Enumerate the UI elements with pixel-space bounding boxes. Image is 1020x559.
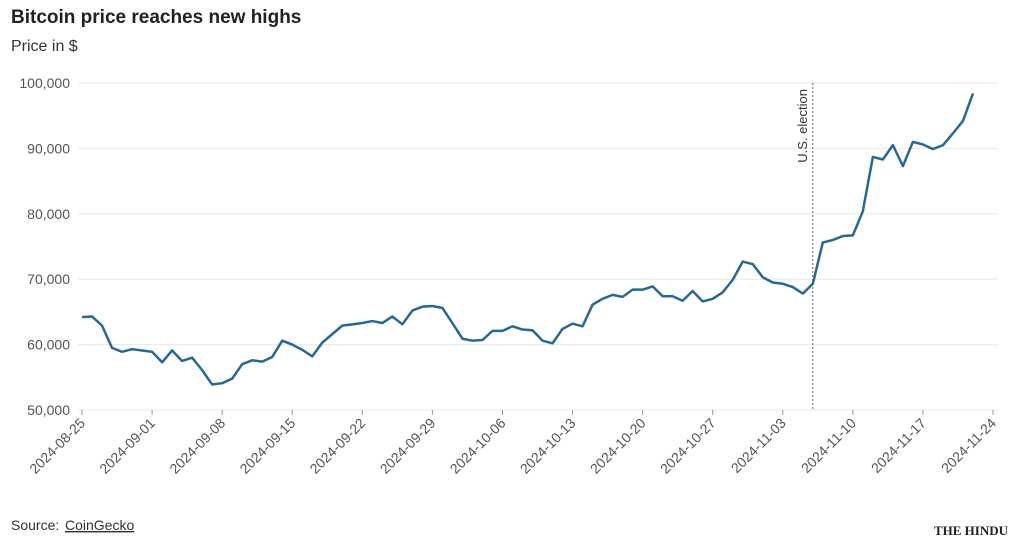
x-tick-label: 2024-09-15 bbox=[236, 415, 298, 477]
x-tick-label: 2024-11-17 bbox=[868, 415, 929, 476]
x-tick-label: 2024-11-10 bbox=[798, 415, 859, 476]
price-line bbox=[81, 93, 975, 386]
chart-title: Bitcoin price reaches new highs bbox=[11, 7, 301, 28]
y-tick-label: 70,000 bbox=[27, 271, 70, 287]
y-tick-label: 100,000 bbox=[19, 75, 70, 91]
x-tick-label: 2024-11-03 bbox=[728, 415, 789, 476]
publisher-logo: THE HINDU bbox=[934, 523, 1009, 538]
x-tick-label: 2024-09-08 bbox=[166, 415, 228, 477]
x-tick-label: 2024-10-06 bbox=[447, 415, 509, 477]
x-tick-label: 2024-09-01 bbox=[96, 415, 158, 477]
chart-subtitle: Price in $ bbox=[11, 38, 78, 55]
y-tick-label: 60,000 bbox=[27, 337, 70, 353]
x-tick-label: 2024-10-13 bbox=[517, 415, 579, 477]
x-tick-label: 2024-09-22 bbox=[306, 415, 368, 477]
y-tick-label: 90,000 bbox=[27, 140, 70, 156]
y-tick-label: 50,000 bbox=[27, 402, 70, 418]
x-tick-label: 2024-09-29 bbox=[377, 415, 439, 477]
x-tick-label: 2024-08-25 bbox=[26, 415, 88, 477]
x-tick-label: 2024-10-20 bbox=[587, 415, 649, 477]
source-label: Source: bbox=[11, 517, 59, 533]
source-link[interactable]: CoinGecko bbox=[65, 517, 134, 533]
y-tick-label: 80,000 bbox=[27, 206, 70, 222]
x-tick-label: 2024-10-27 bbox=[657, 415, 719, 477]
x-tick-label: 2024-11-24 bbox=[938, 415, 999, 476]
annotation-label: U.S. election bbox=[795, 89, 810, 163]
